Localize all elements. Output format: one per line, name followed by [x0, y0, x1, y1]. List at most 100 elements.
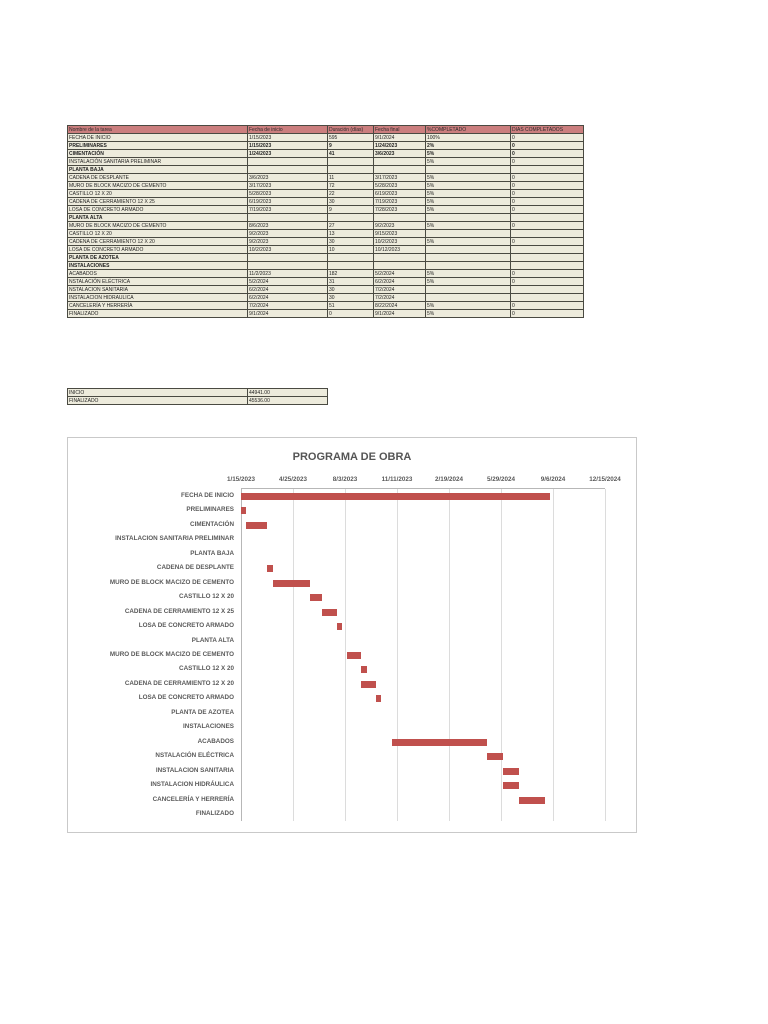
- task-pct-cell: 2%: [425, 141, 511, 150]
- task-table-header-cell: DIAS COMPLETADOS: [510, 125, 584, 134]
- gantt-bar: [518, 796, 546, 804]
- task-end-cell: [373, 253, 426, 262]
- task-pct-cell: 5%: [425, 173, 511, 182]
- x-axis-tick-label: 11/11/2023: [381, 476, 413, 483]
- task-days-cell: [510, 229, 584, 238]
- task-days-cell: 0: [510, 181, 584, 190]
- summary-row: FINALIZADO 45536.00: [67, 396, 328, 405]
- task-pct-cell: 5%: [425, 277, 511, 286]
- gantt-chart: PROGRAMA DE OBRA 1/15/2023 4/25/2023 8/3/2…: [67, 437, 637, 833]
- task-end-cell: [373, 213, 426, 222]
- task-start-cell: 6/2/2024: [247, 285, 328, 294]
- chart-category-label: INSTALACION SANITARIA: [155, 766, 234, 774]
- task-row: MURO DE BLOCK MACIZO DE CEMENTO 8/6/2023 2…: [67, 221, 584, 230]
- task-name-cell: PRELIMINARES: [67, 141, 248, 150]
- chart-category-labels: FECHA DE INICIO PRELIMINARES CIMENTACIÓN IN…: [68, 488, 237, 821]
- gantt-bar: [310, 594, 322, 602]
- task-start-cell: 1/15/2023: [247, 133, 328, 142]
- task-pct-cell: 5%: [425, 309, 511, 318]
- task-name-cell: CASTILLO 12 X 20: [67, 229, 248, 238]
- summary-label-cell: FINALIZADO: [67, 396, 248, 405]
- task-name-cell: FECHA DE INICIO: [67, 133, 248, 142]
- task-row: INSTALACIONES: [67, 261, 584, 270]
- task-end-cell: [373, 261, 426, 270]
- task-row: ACABADOS 11/2/2023 182 5/2/2024 5% 0: [67, 269, 584, 278]
- chart-category-label: ACABADOS: [197, 737, 234, 745]
- task-start-cell: 9/1/2024: [247, 309, 328, 318]
- task-duration-cell: 72: [327, 181, 374, 190]
- chart-category-label: CASTILLO 12 X 20: [179, 593, 234, 601]
- gantt-bar: [272, 579, 311, 587]
- chart-category-label: INSTALACIONES: [183, 723, 234, 731]
- task-end-cell: 3/6/2023: [373, 149, 426, 158]
- task-name-cell: NSTALACION SANITARIA: [67, 285, 248, 294]
- x-axis-tick-label: 2/19/2024: [434, 476, 464, 483]
- chart-category-label: INSTALACION HIDRÁULICA: [150, 781, 235, 789]
- task-row: CADENA DE DESPLANTE 3/6/2023 11 3/17/2023 5%…: [67, 173, 584, 182]
- summary-table: INICIO 44941.00 FINALIZADO 45536.00: [67, 388, 328, 405]
- task-days-cell: 0: [510, 205, 584, 214]
- task-row: PLANTA ALTA: [67, 213, 584, 222]
- chart-category-label: INSTALACION SANITARIA PRELIMINAR: [115, 535, 234, 543]
- task-days-cell: 0: [510, 309, 584, 318]
- task-start-cell: 8/6/2023: [247, 221, 328, 230]
- task-start-cell: 7/2/2024: [247, 301, 328, 310]
- task-duration-cell: [327, 213, 374, 222]
- x-axis-tick-label: 1/15/2023: [226, 476, 256, 483]
- task-pct-cell: [425, 245, 511, 254]
- summary-row: INICIO 44941.00: [67, 388, 328, 397]
- task-pct-cell: 5%: [425, 221, 511, 230]
- task-days-cell: [510, 293, 584, 302]
- task-name-cell: INSTALACIÓN SANITARIA PRELIMINAR: [67, 157, 248, 166]
- task-end-cell: 7/2/2024: [373, 293, 426, 302]
- summary-value-cell: 44941.00: [247, 388, 328, 397]
- task-row: CADENA DE CERRAMIENTO 12 X 20 9/2/2023 30 1…: [67, 237, 584, 246]
- task-name-cell: CIMENTACIÓN: [67, 149, 248, 158]
- task-days-cell: 0: [510, 269, 584, 278]
- x-axis-tick-label: 12/15/2024: [589, 476, 621, 483]
- task-duration-cell: 11: [327, 173, 374, 182]
- chart-gridline: [605, 489, 606, 821]
- task-days-cell: [510, 261, 584, 270]
- task-row: FECHA DE INICIO 1/15/2023 595 9/1/2024 100% 0: [67, 133, 584, 142]
- task-table-header-cell: Fecha de inicio: [247, 125, 328, 134]
- chart-category-label: MURO DE BLOCK MACIZO DE CEMENTO: [109, 650, 234, 658]
- task-days-cell: [510, 165, 584, 174]
- chart-gridline: [553, 489, 554, 821]
- task-pct-cell: 5%: [425, 269, 511, 278]
- task-duration-cell: 22: [327, 189, 374, 198]
- task-row: MURO DE BLOCK MACIZO DE CEMENTO 3/17/2023…: [67, 181, 584, 190]
- x-axis-tick-label: 9/6/2024: [540, 476, 566, 483]
- task-end-cell: [373, 165, 426, 174]
- x-axis-tick-label: 4/25/2023: [278, 476, 308, 483]
- task-duration-cell: 30: [327, 237, 374, 246]
- task-duration-cell: 9: [327, 205, 374, 214]
- chart-plot-area: [241, 488, 606, 821]
- task-row: PLANTA BAJA: [67, 165, 584, 174]
- task-days-cell: 0: [510, 221, 584, 230]
- task-duration-cell: [327, 261, 374, 270]
- task-pct-cell: [425, 285, 511, 294]
- task-table-header-cell: Fecha final: [373, 125, 426, 134]
- task-end-cell: 9/1/2024: [373, 133, 426, 142]
- task-days-cell: 0: [510, 173, 584, 182]
- chart-gridline: [449, 489, 450, 821]
- task-row: CASTILLO 12 X 20 5/28/2023 22 6/19/2023 5% 0: [67, 189, 584, 198]
- task-start-cell: [247, 165, 328, 174]
- task-duration-cell: [327, 165, 374, 174]
- task-pct-cell: 5%: [425, 205, 511, 214]
- task-name-cell: CADENA DE DESPLANTE: [67, 173, 248, 182]
- chart-category-label: LOSA DE CONCRETO ARMADO: [138, 694, 234, 702]
- chart-gridline: [501, 489, 502, 821]
- task-table-header-row: Nombre de la tarea Fecha de inicio Duració…: [67, 125, 584, 134]
- task-name-cell: PLANTA ALTA: [67, 213, 248, 222]
- task-row: LOSA DE CONCRETO ARMADO 7/19/2023 9 7/28/20…: [67, 205, 584, 214]
- task-end-cell: 5/28/2023: [373, 181, 426, 190]
- task-duration-cell: 51: [327, 301, 374, 310]
- gantt-bar: [241, 507, 246, 515]
- task-start-cell: 3/17/2023: [247, 181, 328, 190]
- chart-category-label: FINALIZADO: [195, 810, 234, 818]
- task-days-cell: 0: [510, 197, 584, 206]
- chart-category-label: CADENA DE CERRAMIENTO 12 X 20: [124, 679, 234, 687]
- task-pct-cell: 5%: [425, 197, 511, 206]
